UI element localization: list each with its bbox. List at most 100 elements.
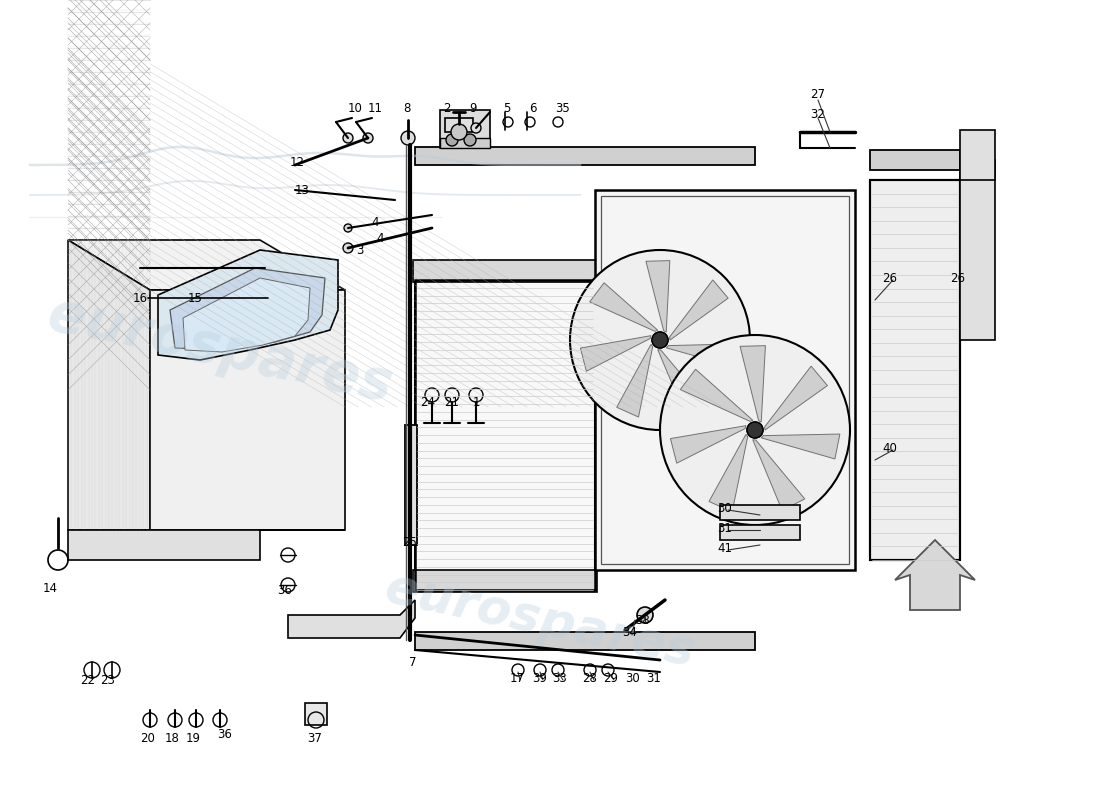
Polygon shape	[150, 290, 345, 530]
Polygon shape	[170, 268, 324, 350]
Text: 39: 39	[532, 671, 548, 685]
Bar	[412, 260, 597, 282]
Polygon shape	[617, 344, 652, 417]
Circle shape	[451, 124, 468, 140]
Text: eurospares: eurospares	[43, 287, 397, 413]
Bar	[415, 280, 595, 590]
Text: 11: 11	[367, 102, 383, 114]
Text: 1: 1	[472, 395, 480, 409]
Text: 26: 26	[950, 271, 966, 285]
Text: 31: 31	[647, 671, 661, 685]
Bar	[405, 425, 417, 545]
Bar	[412, 570, 597, 592]
Bar	[595, 190, 855, 570]
Bar	[870, 180, 960, 560]
Bar	[870, 180, 960, 560]
Polygon shape	[764, 366, 827, 430]
Text: 32: 32	[811, 109, 825, 122]
Text: 5: 5	[504, 102, 510, 114]
Text: 36: 36	[277, 583, 293, 597]
Text: 23: 23	[100, 674, 116, 686]
Text: 29: 29	[604, 671, 618, 685]
Text: 20: 20	[141, 731, 155, 745]
Bar	[720, 505, 800, 520]
Bar	[440, 110, 490, 148]
Bar	[446, 118, 473, 132]
Polygon shape	[895, 540, 975, 610]
Polygon shape	[158, 250, 338, 360]
Text: 33: 33	[552, 671, 568, 685]
Text: 24: 24	[420, 395, 436, 409]
Polygon shape	[646, 261, 670, 332]
Text: 7: 7	[409, 657, 417, 670]
Text: 3: 3	[356, 243, 364, 257]
Text: 9: 9	[470, 102, 476, 114]
Text: 26: 26	[882, 271, 898, 285]
Text: 19: 19	[186, 731, 200, 745]
Text: 34: 34	[623, 626, 637, 638]
Text: 37: 37	[308, 731, 322, 745]
Text: 12: 12	[289, 155, 305, 169]
Polygon shape	[680, 370, 752, 422]
Text: 30: 30	[626, 671, 640, 685]
Text: 40: 40	[882, 442, 898, 454]
Polygon shape	[183, 278, 310, 352]
Polygon shape	[581, 336, 651, 371]
Circle shape	[570, 250, 750, 430]
Text: 31: 31	[717, 522, 733, 534]
Circle shape	[464, 134, 476, 146]
Polygon shape	[761, 434, 840, 459]
Text: 10: 10	[348, 102, 362, 114]
Text: 13: 13	[295, 183, 309, 197]
Text: eurospares: eurospares	[381, 564, 700, 676]
Bar	[601, 196, 849, 564]
Polygon shape	[288, 600, 415, 638]
Text: 16: 16	[132, 291, 147, 305]
Polygon shape	[68, 240, 345, 290]
Circle shape	[343, 133, 353, 143]
Text: 36: 36	[218, 729, 232, 742]
Text: 14: 14	[43, 582, 57, 594]
Circle shape	[402, 131, 415, 145]
Circle shape	[446, 134, 458, 146]
Text: 15: 15	[188, 291, 202, 305]
Polygon shape	[667, 344, 740, 367]
Polygon shape	[590, 283, 658, 331]
Polygon shape	[710, 434, 748, 512]
Bar	[720, 525, 800, 540]
Bar	[415, 280, 595, 590]
Text: 27: 27	[811, 89, 825, 102]
Text: 28: 28	[583, 671, 597, 685]
Text: 17: 17	[509, 671, 525, 685]
Circle shape	[363, 133, 373, 143]
Polygon shape	[658, 350, 707, 416]
Circle shape	[652, 332, 668, 348]
Polygon shape	[752, 440, 805, 510]
Polygon shape	[68, 530, 345, 560]
Circle shape	[344, 224, 352, 232]
Text: 4: 4	[372, 215, 378, 229]
Text: 4: 4	[376, 231, 384, 245]
Circle shape	[637, 607, 653, 623]
Circle shape	[747, 422, 763, 438]
Circle shape	[652, 332, 668, 348]
Bar	[305, 703, 327, 725]
Text: 35: 35	[556, 102, 571, 114]
Circle shape	[747, 422, 763, 438]
Text: 6: 6	[529, 102, 537, 114]
Polygon shape	[68, 240, 150, 530]
Polygon shape	[740, 346, 766, 422]
Bar	[415, 147, 755, 165]
Circle shape	[343, 243, 353, 253]
Bar	[870, 150, 960, 170]
Text: 22: 22	[80, 674, 96, 686]
Bar	[440, 138, 490, 148]
Bar	[960, 160, 996, 340]
Text: 18: 18	[165, 731, 179, 745]
Text: 2: 2	[443, 102, 451, 114]
Text: 25: 25	[403, 535, 417, 549]
Text: 41: 41	[717, 542, 733, 554]
Circle shape	[471, 123, 481, 133]
Bar	[415, 632, 755, 650]
Circle shape	[660, 335, 850, 525]
